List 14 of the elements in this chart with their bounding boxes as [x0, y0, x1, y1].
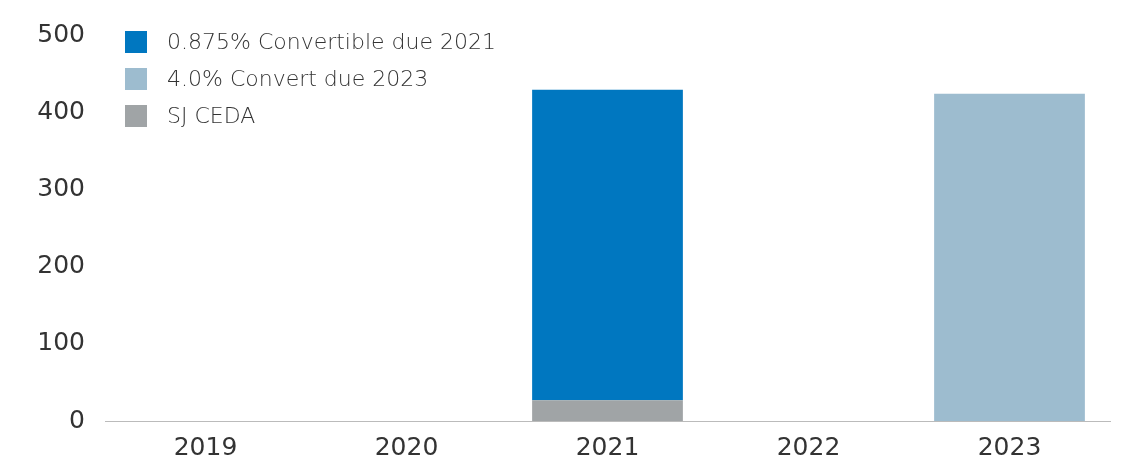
y-tick-label: 400: [37, 95, 85, 125]
y-tick-label: 0: [69, 404, 85, 434]
legend-label: SJ CEDA: [167, 103, 256, 128]
y-tick-label: 200: [37, 250, 85, 280]
x-tick-label: 2022: [776, 431, 841, 461]
x-tick-label: 2019: [173, 431, 238, 461]
x-tick-label: 2021: [575, 431, 640, 461]
x-tick-label: 2023: [977, 431, 1042, 461]
y-tick-label: 100: [37, 327, 85, 357]
legend-label: 0.875% Convertible due 2021: [167, 29, 497, 54]
legend-label: 4.0% Convert due 2023: [167, 66, 429, 91]
y-tick-label: 500: [37, 18, 85, 48]
x-tick-label: 2020: [374, 431, 439, 461]
y-tick-label: 300: [37, 172, 85, 202]
